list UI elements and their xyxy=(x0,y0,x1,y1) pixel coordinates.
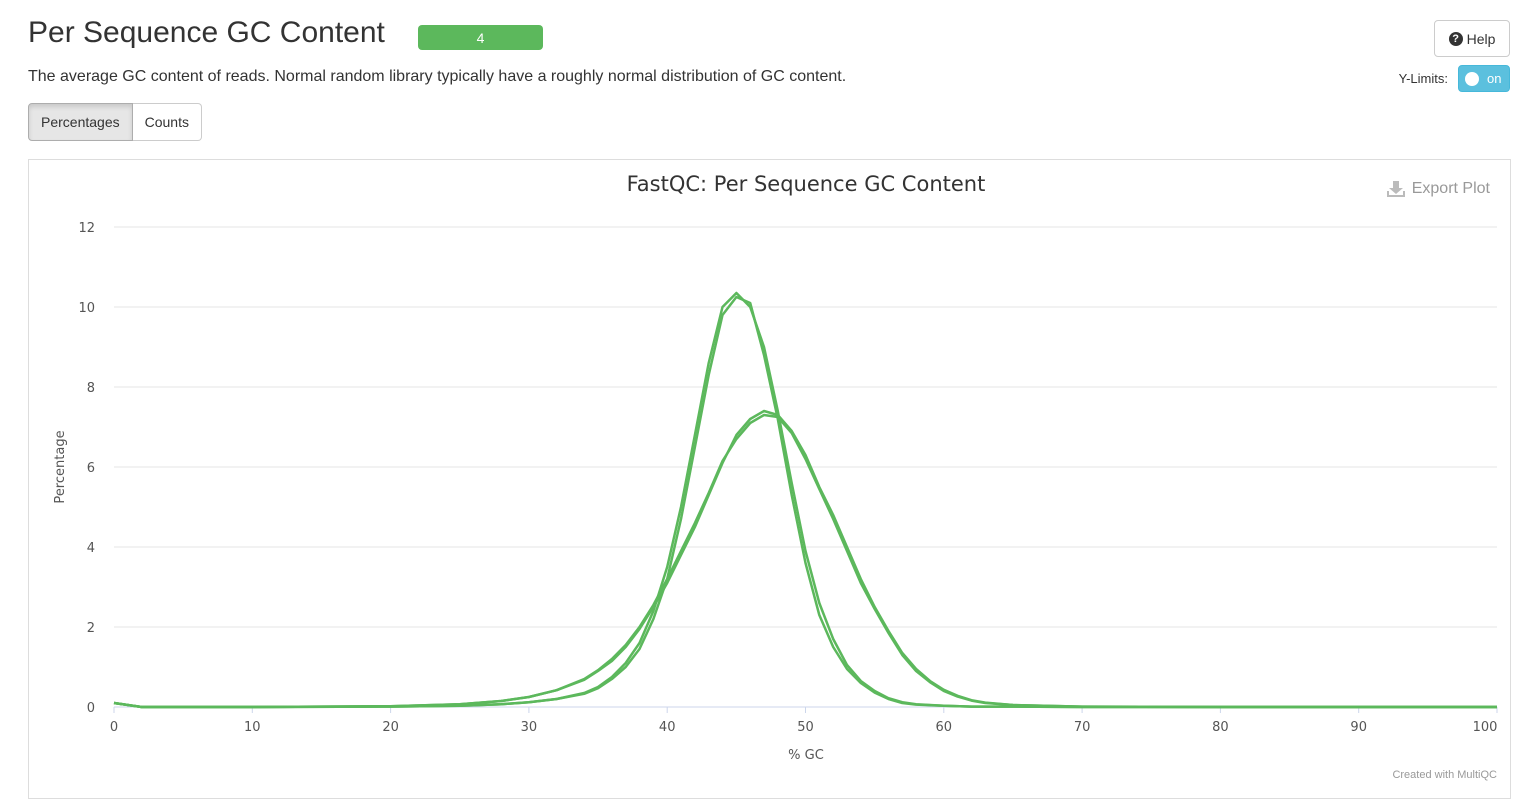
series-lines xyxy=(113,291,1497,709)
x-tick-label: 100 xyxy=(1473,720,1498,735)
multiqc-credit: Created with MultiQC xyxy=(1392,769,1497,781)
y-tick-label: 0 xyxy=(87,701,95,716)
x-tick-label: 60 xyxy=(936,720,953,735)
y-tick-label: 6 xyxy=(87,461,95,476)
x-tick-label: 70 xyxy=(1074,720,1091,735)
y-tick-label: 2 xyxy=(87,621,95,636)
chart-title: FastQC: Per Sequence GC Content xyxy=(627,172,986,196)
data-view-tabs: Percentages Counts xyxy=(28,103,202,141)
tab-counts[interactable]: Counts xyxy=(132,103,202,141)
x-tick-label: 30 xyxy=(521,720,538,735)
y-tick-label: 8 xyxy=(87,381,95,396)
x-tick-label: 50 xyxy=(797,720,814,735)
help-button[interactable]: ? Help xyxy=(1434,20,1510,57)
export-plot-button[interactable]: Export Plot xyxy=(1386,180,1490,198)
section-description: The average GC content of reads. Normal … xyxy=(28,68,847,85)
x-axis-label: % GC xyxy=(788,748,824,763)
x-tick-labels: 0 10 20 30 40 50 60 70 80 90 100 xyxy=(110,707,1498,735)
download-icon xyxy=(1386,181,1405,197)
series-line-1[interactable] xyxy=(113,291,1497,709)
y-tick-label: 4 xyxy=(87,541,95,556)
toggle-text: on xyxy=(1487,71,1502,86)
x-tick-label: 90 xyxy=(1350,720,1367,735)
series-line-4[interactable] xyxy=(113,413,1497,709)
y-axis-label: Percentage xyxy=(53,430,68,503)
toggle-knob xyxy=(1465,71,1479,86)
y-tick-labels: 0 2 4 6 8 10 12 xyxy=(78,221,95,716)
ylimits-toggle[interactable]: on xyxy=(1458,65,1510,92)
x-tick-label: 10 xyxy=(244,720,261,735)
x-tick-label: 20 xyxy=(382,720,399,735)
y-tick-label: 10 xyxy=(78,301,95,316)
tab-percentages[interactable]: Percentages xyxy=(28,103,133,141)
question-circle-icon: ? xyxy=(1448,31,1463,46)
x-tick-label: 40 xyxy=(659,720,676,735)
series-line-2[interactable] xyxy=(113,295,1497,709)
x-tick-label: 0 xyxy=(110,720,118,735)
y-tick-label: 12 xyxy=(78,221,95,236)
status-badge[interactable]: 4 xyxy=(418,25,543,50)
ylimits-label: Y-Limits: xyxy=(1398,71,1448,86)
page-title: Per Sequence GC Content xyxy=(28,16,385,49)
gridlines xyxy=(114,226,1497,708)
x-tick-label: 80 xyxy=(1212,720,1229,735)
export-plot-label: Export Plot xyxy=(1411,180,1490,197)
gc-content-chart: 0 2 4 6 8 10 12 0 10 20 30 40 50 60 70 80 90 100 FastQC:… xyxy=(53,172,1498,763)
help-label: Help xyxy=(1466,30,1496,47)
